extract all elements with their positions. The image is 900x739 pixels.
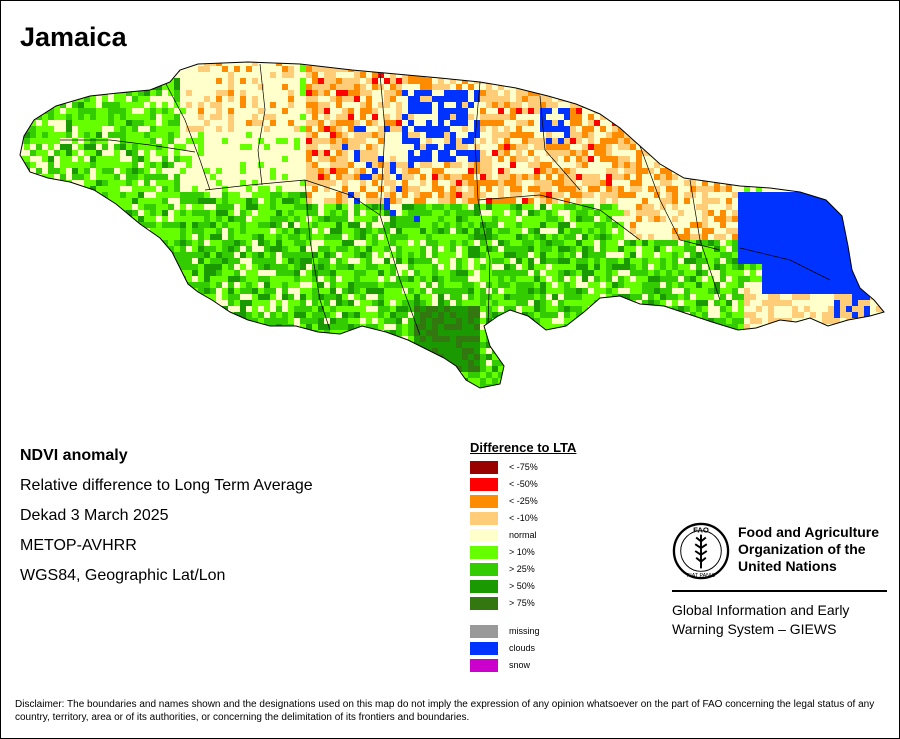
legend-swatch [470, 478, 498, 491]
legend-swatch [470, 546, 498, 559]
legend-label: normal [509, 530, 537, 540]
giews-name: Global Information and Early Warning Sys… [672, 602, 850, 637]
product-date: Dekad 3 March 2025 [20, 507, 169, 524]
fao-logo-icon: FAO FIAT PANIS [672, 522, 730, 580]
legend-title: Difference to LTA [470, 440, 577, 455]
fao-logo-motto: FIAT PANIS [687, 573, 715, 579]
legend-label: clouds [509, 643, 536, 653]
sensor-name: METOP-AVHRR [20, 537, 137, 554]
legend-swatch [470, 659, 498, 672]
coastline [19, 61, 885, 389]
legend-label: snow [509, 660, 531, 670]
legend-swatch [470, 642, 498, 655]
fao-logo-letters: FAO [693, 526, 709, 535]
map-title: Jamaica [20, 22, 127, 52]
anomaly-layer [20, 62, 884, 388]
legend-label: < -25% [509, 496, 538, 506]
product-description: Relative difference to Long Term Average [20, 477, 313, 494]
legend-swatch [470, 461, 498, 474]
fao-divider [672, 590, 887, 592]
product-name: NDVI anomaly [20, 447, 128, 464]
legend-label: > 10% [509, 547, 535, 557]
legend-swatch [470, 563, 498, 576]
legend-swatch [470, 625, 498, 638]
parish-boundaries [60, 63, 831, 336]
legend-label: > 25% [509, 564, 535, 574]
legend-swatch [470, 512, 498, 525]
disclaimer-text: Disclaimer: The boundaries and names sho… [15, 699, 875, 723]
legend-swatch [470, 529, 498, 542]
legend-label: < -75% [509, 462, 538, 472]
legend-label: > 50% [509, 581, 535, 591]
legend-label: missing [509, 626, 540, 636]
fao-name: Food and Agriculture Organization of the… [738, 524, 880, 574]
jamaica-ndvi-map [19, 61, 885, 389]
legend-swatch [470, 495, 498, 508]
projection-info: WGS84, Geographic Lat/Lon [20, 567, 226, 584]
legend-swatch [470, 580, 498, 593]
legend-swatch [470, 597, 498, 610]
legend-label: < -50% [509, 479, 538, 489]
legend-label: < -10% [509, 513, 538, 523]
legend-label: > 75% [509, 598, 535, 608]
